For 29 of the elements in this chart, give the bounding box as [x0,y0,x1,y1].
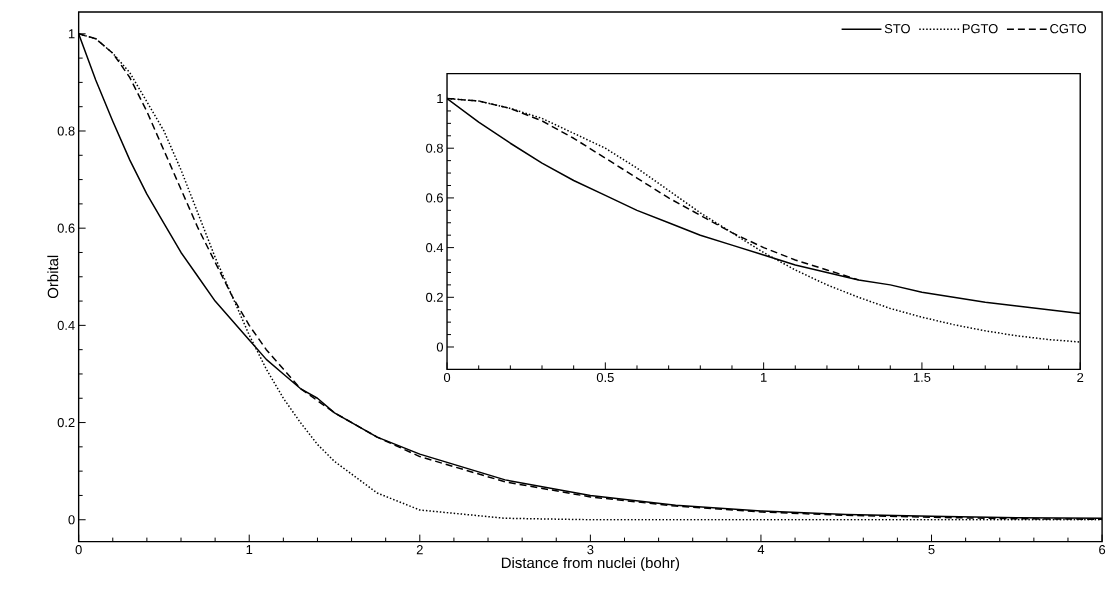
y-tick-label: 1 [68,29,75,39]
x-tick-label: 6 [1099,544,1106,555]
y-tick-label: 0.2 [426,292,443,302]
x-tick-label: 3 [587,544,594,555]
y-tick-label: 0.8 [426,143,443,153]
y-tick-label: 0.6 [426,193,443,203]
x-tick-label: 2 [416,544,423,554]
y-tick-label: 0.8 [57,126,75,136]
x-tick-label: 4 [757,544,765,554]
x-tick-label: 2 [1077,372,1084,382]
x-tick-label: 1 [246,544,253,554]
y-axis-title: Orbital [47,255,59,298]
x-tick-label: 5 [928,544,935,554]
x-tick-label: 0.5 [596,372,614,382]
x-tick-label: 1 [761,372,767,382]
legend-label: CGTO [1050,23,1087,34]
x-tick-label: 0 [443,372,451,382]
x-tick-label: 0 [75,544,82,555]
x-axis-title: Distance from nuclei (bohr) [501,556,680,571]
y-tick-label: 0.4 [57,320,75,330]
y-tick-label: 0.6 [57,223,75,233]
y-tick-label: 0 [436,342,444,352]
x-tick-label: 1.5 [913,372,931,382]
y-tick-label: 0 [68,514,75,525]
y-tick-label: 1 [437,93,443,103]
y-tick-label: 0.4 [426,242,444,252]
y-tick-label: 0.2 [57,417,75,427]
legend-label: STO [884,23,910,34]
legend-label: PGTO [962,23,998,34]
